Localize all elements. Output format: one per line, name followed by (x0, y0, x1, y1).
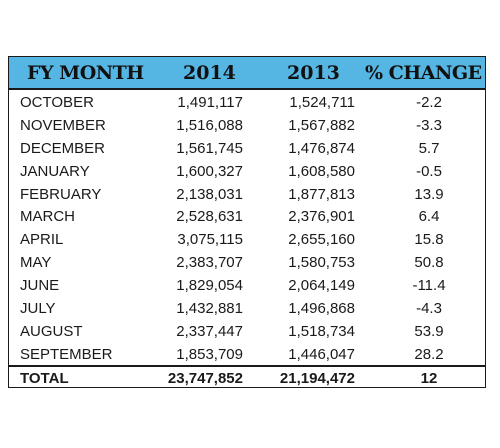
total-label: TOTAL (20, 370, 69, 387)
value-2014-cell: 2,337,447 (176, 322, 243, 340)
value-2013-cell: 1,524,711 (289, 94, 355, 111)
table-row: JANUARY 1,600,327 1,608,580 -0.5 (9, 161, 485, 184)
data-table: FY MONTH 2014 2013 % CHANGE OCTOBER 1,49… (8, 56, 486, 388)
percent-change-cell: 53.9 (414, 322, 444, 340)
value-2013-cell: 2,376,901 (288, 208, 355, 226)
total-2014: 23,747,852 (167, 370, 243, 387)
value-2013-cell: 1,496,868 (288, 300, 355, 318)
percent-change-cell: 13.9 (414, 185, 444, 203)
percent-change-cell: -11.4 (412, 277, 446, 295)
table-row: APRIL 3,075,115 2,655,160 15.8 (9, 229, 485, 252)
month-cell: AUGUST (20, 322, 83, 340)
table-row: MARCH 2,528,631 2,376,901 6.4 (9, 206, 485, 229)
total-percent-change: 12 (420, 370, 438, 387)
table-row: OCTOBER 1,491,117 1,524,711 -2.2 (9, 92, 485, 115)
percent-change-cell: -3.3 (416, 116, 442, 134)
percent-change-cell: 6.4 (418, 208, 440, 226)
month-cell: JULY (20, 300, 56, 318)
value-2013-cell: 1,476,874 (288, 139, 355, 157)
table-row: NOVEMBER 1,516,088 1,567,882 -3.3 (9, 115, 485, 138)
month-cell: MAY (20, 254, 52, 272)
value-2014-cell: 1,516,088 (176, 116, 243, 134)
percent-change-cell: -4.3 (416, 300, 442, 318)
header-2014: 2014 (183, 62, 236, 84)
table-body: OCTOBER 1,491,117 1,524,711 -2.2 NOVEMBE… (9, 92, 485, 367)
table-row: MAY 2,383,707 1,580,753 50.8 (9, 252, 485, 275)
value-2014-cell: 1,853,709 (176, 345, 243, 363)
value-2014-cell: 2,138,031 (176, 185, 243, 203)
header-percent-change: % CHANGE (365, 62, 482, 84)
value-2013-cell: 1,877,813 (288, 185, 355, 203)
value-2014-cell: 1,432,881 (176, 300, 243, 318)
percent-change-cell: 50.8 (414, 254, 444, 272)
table-row: JUNE 1,829,054 2,064,149 -11.4 (9, 275, 485, 298)
header-fy-month: FY MONTH (27, 62, 144, 84)
table-row: JULY 1,432,881 1,496,868 -4.3 (9, 298, 485, 321)
percent-change-cell: 28.2 (414, 345, 444, 363)
value-2013-cell: 2,655,160 (288, 231, 355, 249)
percent-change-cell: 15.8 (414, 231, 444, 249)
percent-change-cell: -0.5 (416, 162, 442, 180)
total-2013: 21,194,472 (279, 370, 355, 387)
month-cell: JUNE (20, 277, 60, 295)
total-row: TOTAL 23,747,852 21,194,472 12 (9, 365, 485, 389)
month-cell: JANUARY (20, 162, 90, 180)
value-2014-cell: 1,491,117 (177, 94, 243, 111)
value-2014-cell: 2,383,707 (176, 254, 243, 272)
month-cell: NOVEMBER (20, 116, 106, 134)
table-row: SEPTEMBER 1,853,709 1,446,047 28.2 (9, 344, 485, 367)
value-2013-cell: 1,580,753 (288, 254, 355, 272)
month-cell: APRIL (20, 231, 64, 249)
month-cell: SEPTEMBER (20, 345, 113, 363)
table-row: FEBRUARY 2,138,031 1,877,813 13.9 (9, 184, 485, 207)
value-2013-cell: 1,446,047 (288, 345, 355, 363)
value-2013-cell: 1,567,882 (288, 116, 355, 134)
value-2014-cell: 1,829,054 (176, 277, 243, 295)
month-cell: DECEMBER (20, 139, 106, 157)
value-2014-cell: 1,600,327 (176, 162, 243, 180)
month-cell: OCTOBER (20, 94, 94, 111)
value-2014-cell: 2,528,631 (176, 208, 243, 226)
percent-change-cell: -2.2 (416, 94, 442, 111)
table-header: FY MONTH 2014 2013 % CHANGE (9, 57, 485, 90)
table-row: DECEMBER 1,561,745 1,476,874 5.7 (9, 138, 485, 161)
percent-change-cell: 5.7 (418, 139, 440, 157)
value-2013-cell: 2,064,149 (288, 277, 355, 295)
value-2014-cell: 3,075,115 (177, 231, 243, 249)
month-cell: FEBRUARY (20, 185, 102, 203)
header-2013: 2013 (287, 62, 340, 84)
value-2013-cell: 1,518,734 (288, 322, 355, 340)
value-2013-cell: 1,608,580 (288, 162, 355, 180)
value-2014-cell: 1,561,745 (176, 139, 243, 157)
table-row: AUGUST 2,337,447 1,518,734 53.9 (9, 321, 485, 344)
month-cell: MARCH (20, 208, 75, 226)
